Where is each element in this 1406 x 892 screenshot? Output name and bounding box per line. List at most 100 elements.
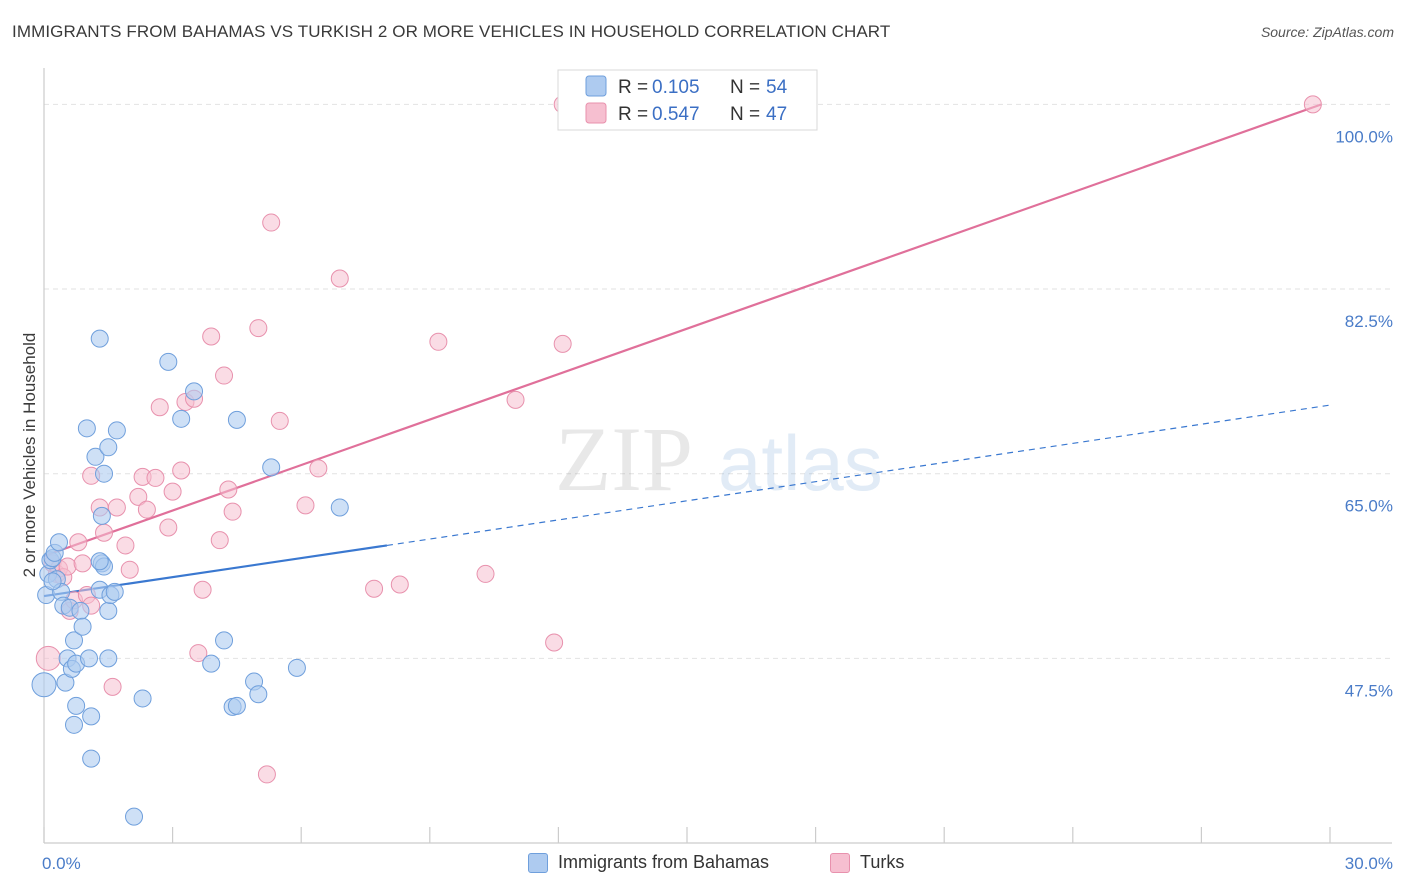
bahamas-point-30 [92, 506, 111, 525]
bahamas-point-36 [105, 582, 124, 601]
turks-point-24 [159, 518, 178, 537]
bahamas-point-7 [50, 533, 69, 552]
y-tick-label-1: 65.0% [1345, 497, 1393, 516]
bahamas-point-0 [31, 672, 57, 698]
bahamas-point-21 [80, 649, 99, 668]
watermark: ZIP atlas [555, 408, 883, 510]
turks-point-29 [189, 644, 208, 663]
legend-item-turks: Turks [830, 852, 904, 873]
turks-point-47 [506, 390, 525, 409]
bahamas-point-47 [227, 696, 246, 715]
legend-swatch-bahamas [585, 75, 607, 97]
turks-point-42 [330, 269, 349, 288]
turks-point-49 [553, 334, 572, 353]
legend-n-value-1: 54 [766, 77, 788, 98]
turks-point-22 [146, 468, 165, 487]
legend-label-bahamas: Immigrants from Bahamas [558, 852, 770, 872]
y-tick-label-3: 100.0% [1335, 127, 1393, 146]
turks-point-17 [116, 536, 135, 555]
chart-title: IMMIGRANTS FROM BAHAMAS VS TURKISH 2 OR … [12, 22, 891, 41]
bahamas-point-17 [67, 696, 86, 715]
bahamas-point-16 [65, 715, 84, 734]
turks-point-23 [150, 398, 169, 417]
y-tick-label-2: 82.5% [1345, 312, 1393, 331]
x-tick-label-0: 0.0% [42, 854, 81, 873]
turks-point-31 [202, 327, 221, 346]
series-legend: Immigrants from Bahamas Turks [0, 852, 1406, 878]
bahamas-point-43 [202, 654, 221, 673]
bahamas-point-40 [159, 352, 178, 371]
axes [43, 68, 1392, 844]
grid-lines [44, 103, 1392, 659]
bahamas-point-34 [99, 438, 118, 457]
turks-point-35 [223, 502, 242, 521]
bahamas-point-19 [73, 617, 92, 636]
x-tick-labels: 0.0% 30.0% [42, 854, 1393, 873]
bahamas-point-41 [172, 409, 191, 428]
turks-point-18 [120, 560, 139, 579]
x-tick-label-1: 30.0% [1345, 854, 1393, 873]
turks-points [35, 95, 1322, 784]
bahamas-point-38 [125, 807, 144, 826]
turks-point-0 [35, 645, 61, 671]
legend-n-label-1: N = [730, 77, 760, 98]
bahamas-point-52 [330, 498, 349, 517]
bahamas-point-24 [86, 447, 105, 466]
turks-point-15 [103, 677, 122, 696]
bahamas-trend-extension [386, 404, 1331, 547]
bahamas-point-53 [43, 572, 62, 591]
turks-point-41 [309, 459, 328, 478]
bahamas-point-28 [90, 552, 109, 571]
turks-point-38 [262, 213, 281, 232]
turks-point-33 [215, 366, 234, 385]
turks-point-43 [365, 579, 384, 598]
trend-lines [43, 103, 1331, 598]
turks-point-51 [1303, 95, 1322, 114]
legend-swatch-turks-bottom [830, 852, 850, 873]
legend-r-value-2: 0.547 [652, 104, 700, 125]
bahamas-point-23 [82, 749, 101, 768]
bahamas-point-42 [185, 382, 204, 401]
bahamas-point-29 [90, 329, 109, 348]
bahamas-point-32 [99, 649, 118, 668]
bahamas-point-33 [99, 601, 118, 620]
bahamas-point-20 [77, 419, 96, 438]
legend-n-value-2: 47 [766, 104, 787, 125]
turks-point-8 [69, 533, 88, 552]
turks-point-40 [296, 496, 315, 515]
bahamas-point-22 [82, 707, 101, 726]
turks-point-44 [390, 575, 409, 594]
turks-point-19 [129, 487, 148, 506]
turks-trend-line [43, 103, 1322, 558]
turks-point-48 [545, 633, 564, 652]
turks-point-21 [137, 500, 156, 519]
legend-label-turks: Turks [860, 852, 905, 872]
turks-point-39 [270, 411, 289, 430]
bahamas-point-37 [107, 421, 126, 440]
legend-r-value-1: 0.105 [652, 77, 700, 98]
turks-point-32 [210, 531, 229, 550]
turks-point-9 [73, 554, 92, 573]
bahamas-point-50 [262, 458, 281, 477]
turks-point-37 [257, 765, 276, 784]
turks-point-26 [172, 461, 191, 480]
bahamas-point-44 [215, 631, 234, 650]
y-tick-labels: 47.5% 65.0% 82.5% 100.0% [1335, 127, 1393, 700]
turks-point-45 [429, 332, 448, 351]
bahamas-point-46 [227, 410, 246, 429]
turks-point-14 [95, 523, 114, 542]
legend-item-bahamas: Immigrants from Bahamas [528, 852, 769, 873]
legend-r-label-1: R = [618, 77, 648, 98]
turks-point-34 [219, 480, 238, 499]
bahamas-points [31, 329, 349, 826]
y-tick-label-0: 47.5% [1345, 681, 1393, 700]
legend-n-label-2: N = [730, 104, 760, 125]
watermark-zip: ZIP [555, 408, 693, 510]
bahamas-point-31 [95, 464, 114, 483]
turks-point-36 [249, 319, 268, 338]
turks-point-30 [193, 580, 212, 599]
legend-swatch-turks [585, 102, 607, 124]
bahamas-point-51 [287, 658, 306, 677]
source-label: Source: ZipAtlas.com [1260, 24, 1394, 40]
